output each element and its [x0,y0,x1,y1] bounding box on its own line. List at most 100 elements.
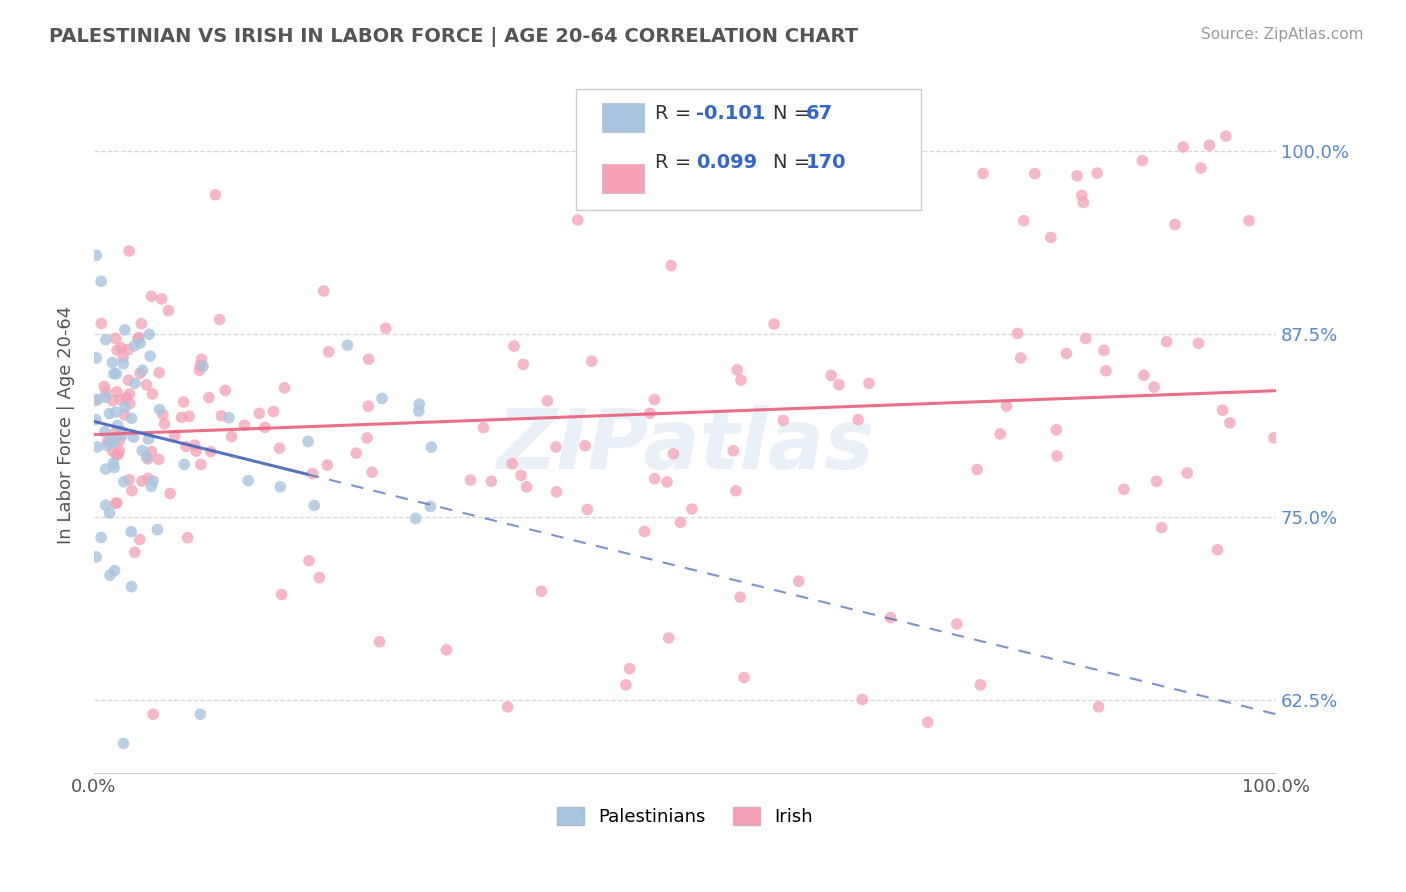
Point [728,590,751,604]
Point [118,396,141,410]
Point [846,413,869,427]
Point [159,486,181,500]
Point [273,381,295,395]
Point [946,617,969,632]
Point [681,502,703,516]
Point [546,484,568,499]
Point [1024,167,1046,181]
Text: Source: ZipAtlas.com: Source: ZipAtlas.com [1201,27,1364,42]
Point [176,531,198,545]
Point [136,471,159,485]
Point [93,379,115,393]
Point [103,435,125,450]
Point [1215,129,1237,144]
Point [149,402,172,417]
Text: 170: 170 [806,153,846,171]
Point [270,587,292,601]
Point [917,715,939,730]
Point [1132,153,1154,168]
Point [828,377,851,392]
Point [86,351,108,365]
Point [419,500,441,514]
Point [110,392,132,407]
Point [131,363,153,377]
Point [263,404,285,418]
Point [408,397,430,411]
Point [1164,218,1187,232]
Point [536,393,558,408]
Point [1143,380,1166,394]
Point [121,580,143,594]
Point [131,317,153,331]
Point [619,662,641,676]
Point [851,692,873,706]
Point [129,366,152,380]
Point [120,524,142,539]
Point [501,457,523,471]
Point [84,393,107,408]
Point [110,424,132,438]
Point [496,699,519,714]
Point [725,363,748,377]
Point [135,450,157,464]
Point [105,343,128,357]
Point [146,523,169,537]
Point [344,446,367,460]
Point [104,331,127,345]
Point [114,408,136,422]
Point [1237,213,1260,227]
Point [191,359,214,374]
Point [105,367,128,381]
Text: 67: 67 [806,104,832,123]
Point [669,516,692,530]
Point [108,434,131,448]
Text: -0.101: -0.101 [696,104,765,123]
Point [1007,326,1029,341]
Point [1045,423,1067,437]
Point [98,407,121,421]
Point [97,434,120,449]
Text: R =: R = [655,153,697,171]
Point [90,317,112,331]
Point [101,393,124,408]
Point [138,327,160,342]
Point [1198,138,1220,153]
Point [1146,475,1168,489]
Point [510,468,533,483]
Point [312,284,335,298]
Point [1087,699,1109,714]
Point [124,376,146,391]
Point [188,363,211,377]
Point [733,671,755,685]
Point [638,406,661,420]
Point [86,392,108,407]
Point [184,444,207,458]
Point [655,475,678,489]
Point [1012,213,1035,227]
Point [118,473,141,487]
Point [1189,161,1212,175]
Point [214,384,236,398]
Point [318,344,340,359]
Point [84,412,107,426]
Point [567,213,589,227]
Point [150,292,173,306]
Point [157,303,180,318]
Point [179,409,201,424]
Point [574,439,596,453]
Point [141,387,163,401]
Point [121,483,143,498]
Point [581,354,603,368]
Point [253,420,276,434]
Point [969,678,991,692]
Point [174,440,197,454]
Point [90,531,112,545]
Point [879,610,901,624]
Point [1112,483,1135,497]
Point [724,483,747,498]
Point [104,405,127,419]
Point [371,392,394,406]
Point [1073,195,1095,210]
Point [153,417,176,431]
Point [103,456,125,470]
